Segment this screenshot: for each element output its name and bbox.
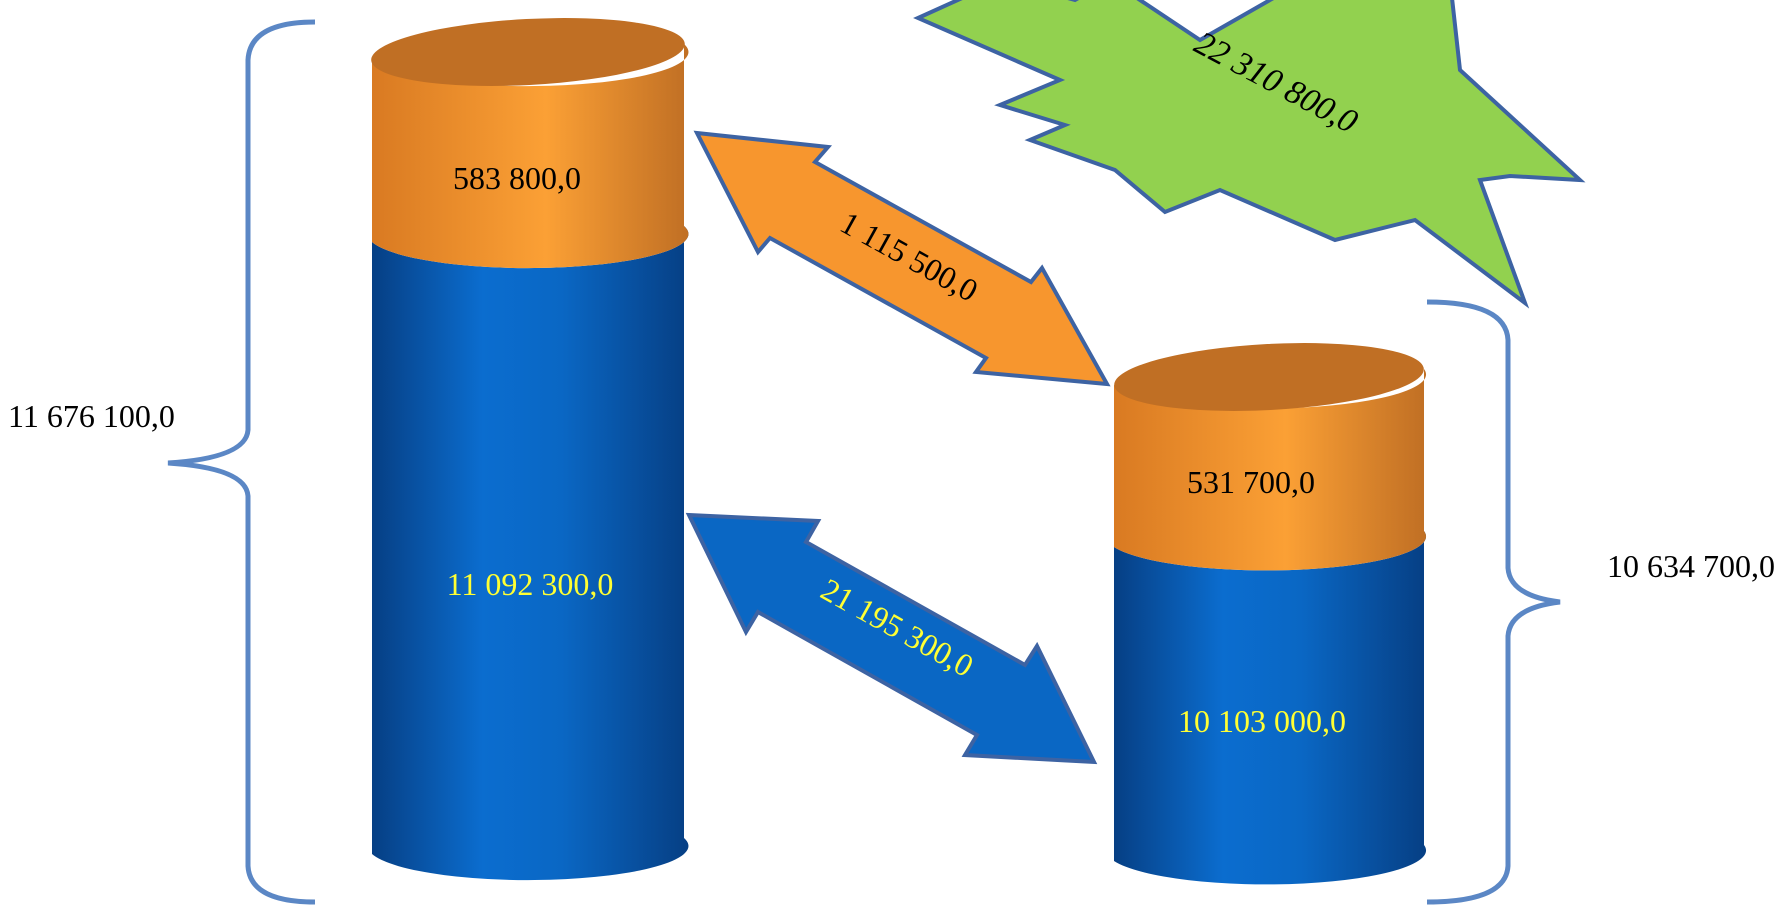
- total-star: [913, 0, 1586, 309]
- left-cylinder: [371, 18, 689, 881]
- right-cylinder: [1114, 343, 1427, 885]
- left-top-value: 583 800,0: [453, 160, 581, 196]
- right-cylinder-top: [1114, 343, 1424, 411]
- right-bottom-value: 10 103 000,0: [1178, 703, 1346, 739]
- left-total-brace: [167, 19, 316, 905]
- right-orange-segment: [1114, 369, 1427, 571]
- orange-double-arrow: [693, 130, 1111, 387]
- right-top-value: 531 700,0: [1187, 464, 1315, 500]
- left-bottom-value: 11 092 300,0: [447, 566, 614, 602]
- left-cylinder-top: [371, 18, 685, 86]
- right-total-brace: [1426, 299, 1561, 905]
- left-orange-segment: [372, 44, 689, 269]
- blue-double-arrow: [685, 512, 1098, 765]
- left-total-value: 11 676 100,0: [8, 398, 175, 434]
- right-total-value: 10 634 700,0: [1607, 548, 1775, 584]
- left-blue-segment: [372, 226, 689, 881]
- right-blue-segment: [1114, 531, 1427, 885]
